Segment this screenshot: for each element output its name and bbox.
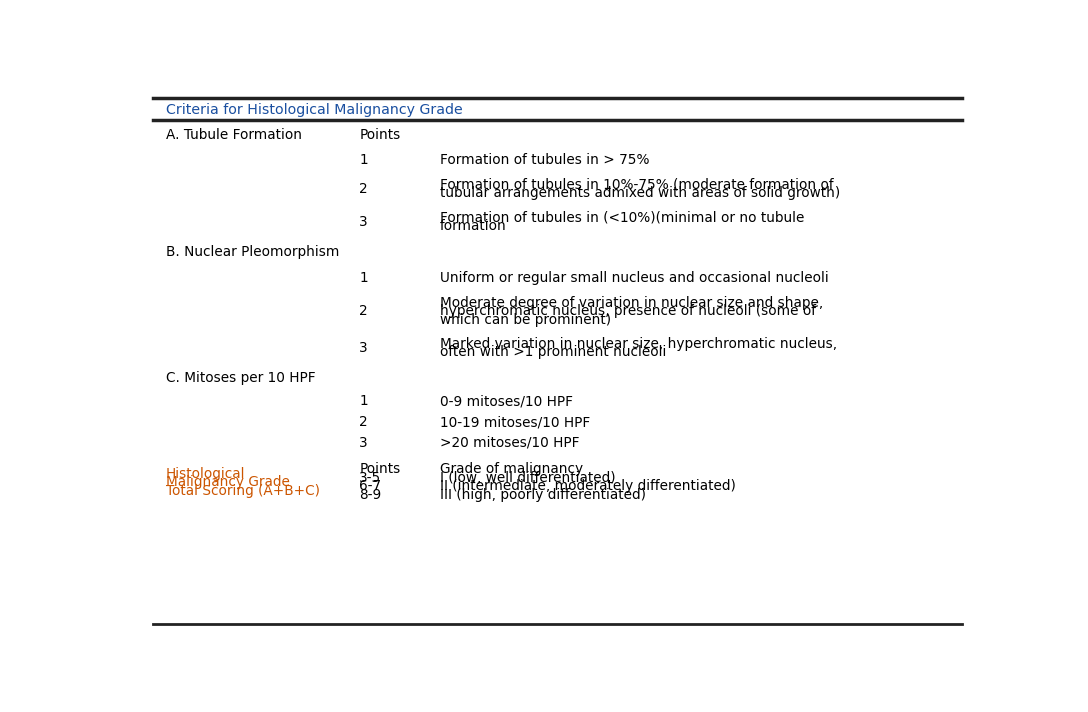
Text: tubular arrangements admixed with areas of solid growth): tubular arrangements admixed with areas … bbox=[440, 187, 840, 200]
Text: C. Mitoses per 10 HPF: C. Mitoses per 10 HPF bbox=[165, 371, 316, 384]
Text: 2: 2 bbox=[359, 415, 368, 429]
Text: 6-7: 6-7 bbox=[359, 479, 382, 493]
Text: Formation of tubules in (<10%)(minimal or no tubule: Formation of tubules in (<10%)(minimal o… bbox=[440, 211, 804, 225]
Text: 2: 2 bbox=[359, 182, 368, 196]
Text: 1: 1 bbox=[359, 394, 368, 408]
Text: 0-9 mitoses/10 HPF: 0-9 mitoses/10 HPF bbox=[440, 394, 572, 408]
Text: hyperchromatic nucleus, presence of nucleoli (some of: hyperchromatic nucleus, presence of nucl… bbox=[440, 304, 816, 318]
Text: Points: Points bbox=[359, 462, 400, 476]
Text: Formation of tubules in > 75%: Formation of tubules in > 75% bbox=[440, 153, 650, 167]
Text: >20 mitoses/10 HPF: >20 mitoses/10 HPF bbox=[440, 436, 579, 450]
Text: 3: 3 bbox=[359, 436, 368, 450]
Text: A. Tubule Formation: A. Tubule Formation bbox=[165, 127, 301, 142]
Text: which can be prominent): which can be prominent) bbox=[440, 313, 610, 327]
Text: 3: 3 bbox=[359, 341, 368, 355]
Text: 8-9: 8-9 bbox=[359, 488, 382, 502]
Text: often with >1 prominent nucleoli: often with >1 prominent nucleoli bbox=[440, 345, 666, 360]
Text: Grade of malignancy: Grade of malignancy bbox=[440, 462, 583, 476]
Text: III (high, poorly differentiated): III (high, poorly differentiated) bbox=[440, 488, 645, 502]
Text: Histological: Histological bbox=[165, 466, 245, 481]
Text: 10-19 mitoses/10 HPF: 10-19 mitoses/10 HPF bbox=[440, 415, 590, 429]
Text: Formation of tubules in 10%-75% (moderate formation of: Formation of tubules in 10%-75% (moderat… bbox=[440, 178, 833, 192]
Text: B. Nuclear Pleomorphism: B. Nuclear Pleomorphism bbox=[165, 244, 338, 258]
Text: 3: 3 bbox=[359, 215, 368, 229]
Text: Points: Points bbox=[359, 127, 400, 142]
Text: 2: 2 bbox=[359, 304, 368, 318]
Text: Total Scoring (A+B+C): Total Scoring (A+B+C) bbox=[165, 483, 320, 498]
Text: Criteria for Histological Malignancy Grade: Criteria for Histological Malignancy Gra… bbox=[165, 103, 462, 117]
Text: 3-5: 3-5 bbox=[359, 471, 382, 485]
Text: 1: 1 bbox=[359, 271, 368, 285]
Text: II (intermediate, moderately differentiated): II (intermediate, moderately differentia… bbox=[440, 479, 735, 493]
Text: 1: 1 bbox=[359, 153, 368, 167]
Text: Malignancy Grade: Malignancy Grade bbox=[165, 475, 289, 489]
Text: Moderate degree of variation in nuclear size and shape,: Moderate degree of variation in nuclear … bbox=[440, 295, 823, 310]
Text: I (low, well differentiated): I (low, well differentiated) bbox=[440, 471, 615, 485]
Text: Uniform or regular small nucleus and occasional nucleoli: Uniform or regular small nucleus and occ… bbox=[440, 271, 828, 285]
Text: formation: formation bbox=[440, 219, 506, 234]
Text: Marked variation in nuclear size, hyperchromatic nucleus,: Marked variation in nuclear size, hyperc… bbox=[440, 337, 837, 351]
